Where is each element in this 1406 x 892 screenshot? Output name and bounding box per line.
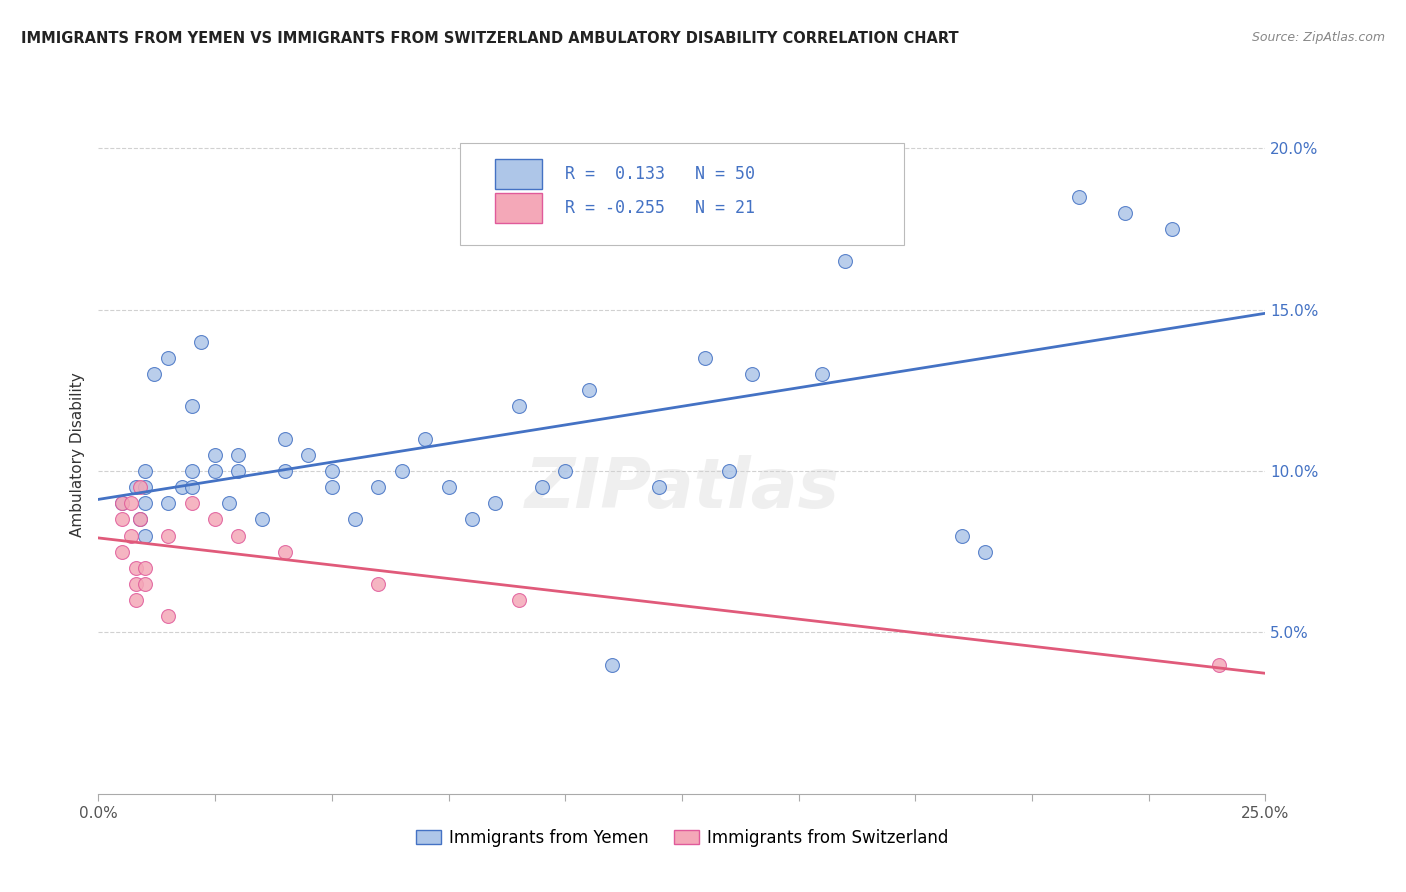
Legend: Immigrants from Yemen, Immigrants from Switzerland: Immigrants from Yemen, Immigrants from S… — [409, 822, 955, 854]
Point — [129, 480, 152, 494]
Y-axis label: Ambulatory Disability: Ambulatory Disability — [69, 373, 84, 537]
Point — [974, 545, 997, 559]
Point — [180, 400, 202, 414]
Point — [228, 528, 250, 542]
Point — [461, 512, 484, 526]
Point — [1114, 206, 1136, 220]
Point — [129, 512, 152, 526]
Text: R =  0.133   N = 50: R = 0.133 N = 50 — [565, 165, 755, 183]
Point — [695, 351, 717, 365]
Point — [134, 528, 156, 542]
Point — [125, 480, 148, 494]
Point — [218, 496, 240, 510]
Point — [1161, 222, 1184, 236]
Point — [180, 464, 202, 478]
Point — [111, 512, 134, 526]
Point — [413, 432, 436, 446]
Point — [484, 496, 506, 510]
Point — [297, 448, 319, 462]
Point — [134, 561, 156, 575]
Point — [134, 480, 156, 494]
Point — [120, 496, 142, 510]
Point — [578, 384, 600, 398]
Point — [1067, 189, 1090, 203]
Point — [274, 545, 297, 559]
Point — [600, 657, 623, 672]
Point — [344, 512, 367, 526]
Point — [157, 496, 180, 510]
Text: IMMIGRANTS FROM YEMEN VS IMMIGRANTS FROM SWITZERLAND AMBULATORY DISABILITY CORRE: IMMIGRANTS FROM YEMEN VS IMMIGRANTS FROM… — [21, 31, 959, 46]
FancyBboxPatch shape — [460, 143, 904, 244]
Text: Source: ZipAtlas.com: Source: ZipAtlas.com — [1251, 31, 1385, 45]
Point — [367, 480, 389, 494]
Point — [111, 496, 134, 510]
Point — [134, 577, 156, 591]
Point — [157, 609, 180, 624]
Point — [134, 496, 156, 510]
Point — [190, 334, 212, 349]
Point — [125, 593, 148, 607]
Point — [228, 464, 250, 478]
Point — [717, 464, 740, 478]
Point — [157, 351, 180, 365]
Point — [1208, 657, 1230, 672]
Point — [129, 512, 152, 526]
Point — [508, 400, 530, 414]
Point — [134, 464, 156, 478]
Point — [530, 480, 553, 494]
Point — [157, 528, 180, 542]
Point — [204, 512, 226, 526]
Text: ZIPatlas: ZIPatlas — [524, 455, 839, 523]
Point — [508, 593, 530, 607]
Point — [437, 480, 460, 494]
Point — [367, 577, 389, 591]
Point — [111, 545, 134, 559]
Bar — [495, 159, 541, 189]
Point — [120, 528, 142, 542]
Point — [125, 561, 148, 575]
Point — [274, 464, 297, 478]
Point — [143, 368, 166, 382]
Text: R = -0.255   N = 21: R = -0.255 N = 21 — [565, 199, 755, 217]
Point — [125, 577, 148, 591]
Point — [111, 496, 134, 510]
Point — [834, 254, 856, 268]
Point — [741, 368, 763, 382]
Point — [274, 432, 297, 446]
Point — [321, 464, 343, 478]
Point — [180, 480, 202, 494]
Point — [228, 448, 250, 462]
Point — [180, 496, 202, 510]
Point — [204, 464, 226, 478]
Point — [391, 464, 413, 478]
Point — [880, 222, 903, 236]
Point — [647, 480, 669, 494]
Point — [204, 448, 226, 462]
Point — [172, 480, 194, 494]
Bar — [495, 193, 541, 223]
Point — [554, 464, 576, 478]
Point — [250, 512, 273, 526]
Point — [950, 528, 973, 542]
Point — [811, 368, 834, 382]
Point — [321, 480, 343, 494]
